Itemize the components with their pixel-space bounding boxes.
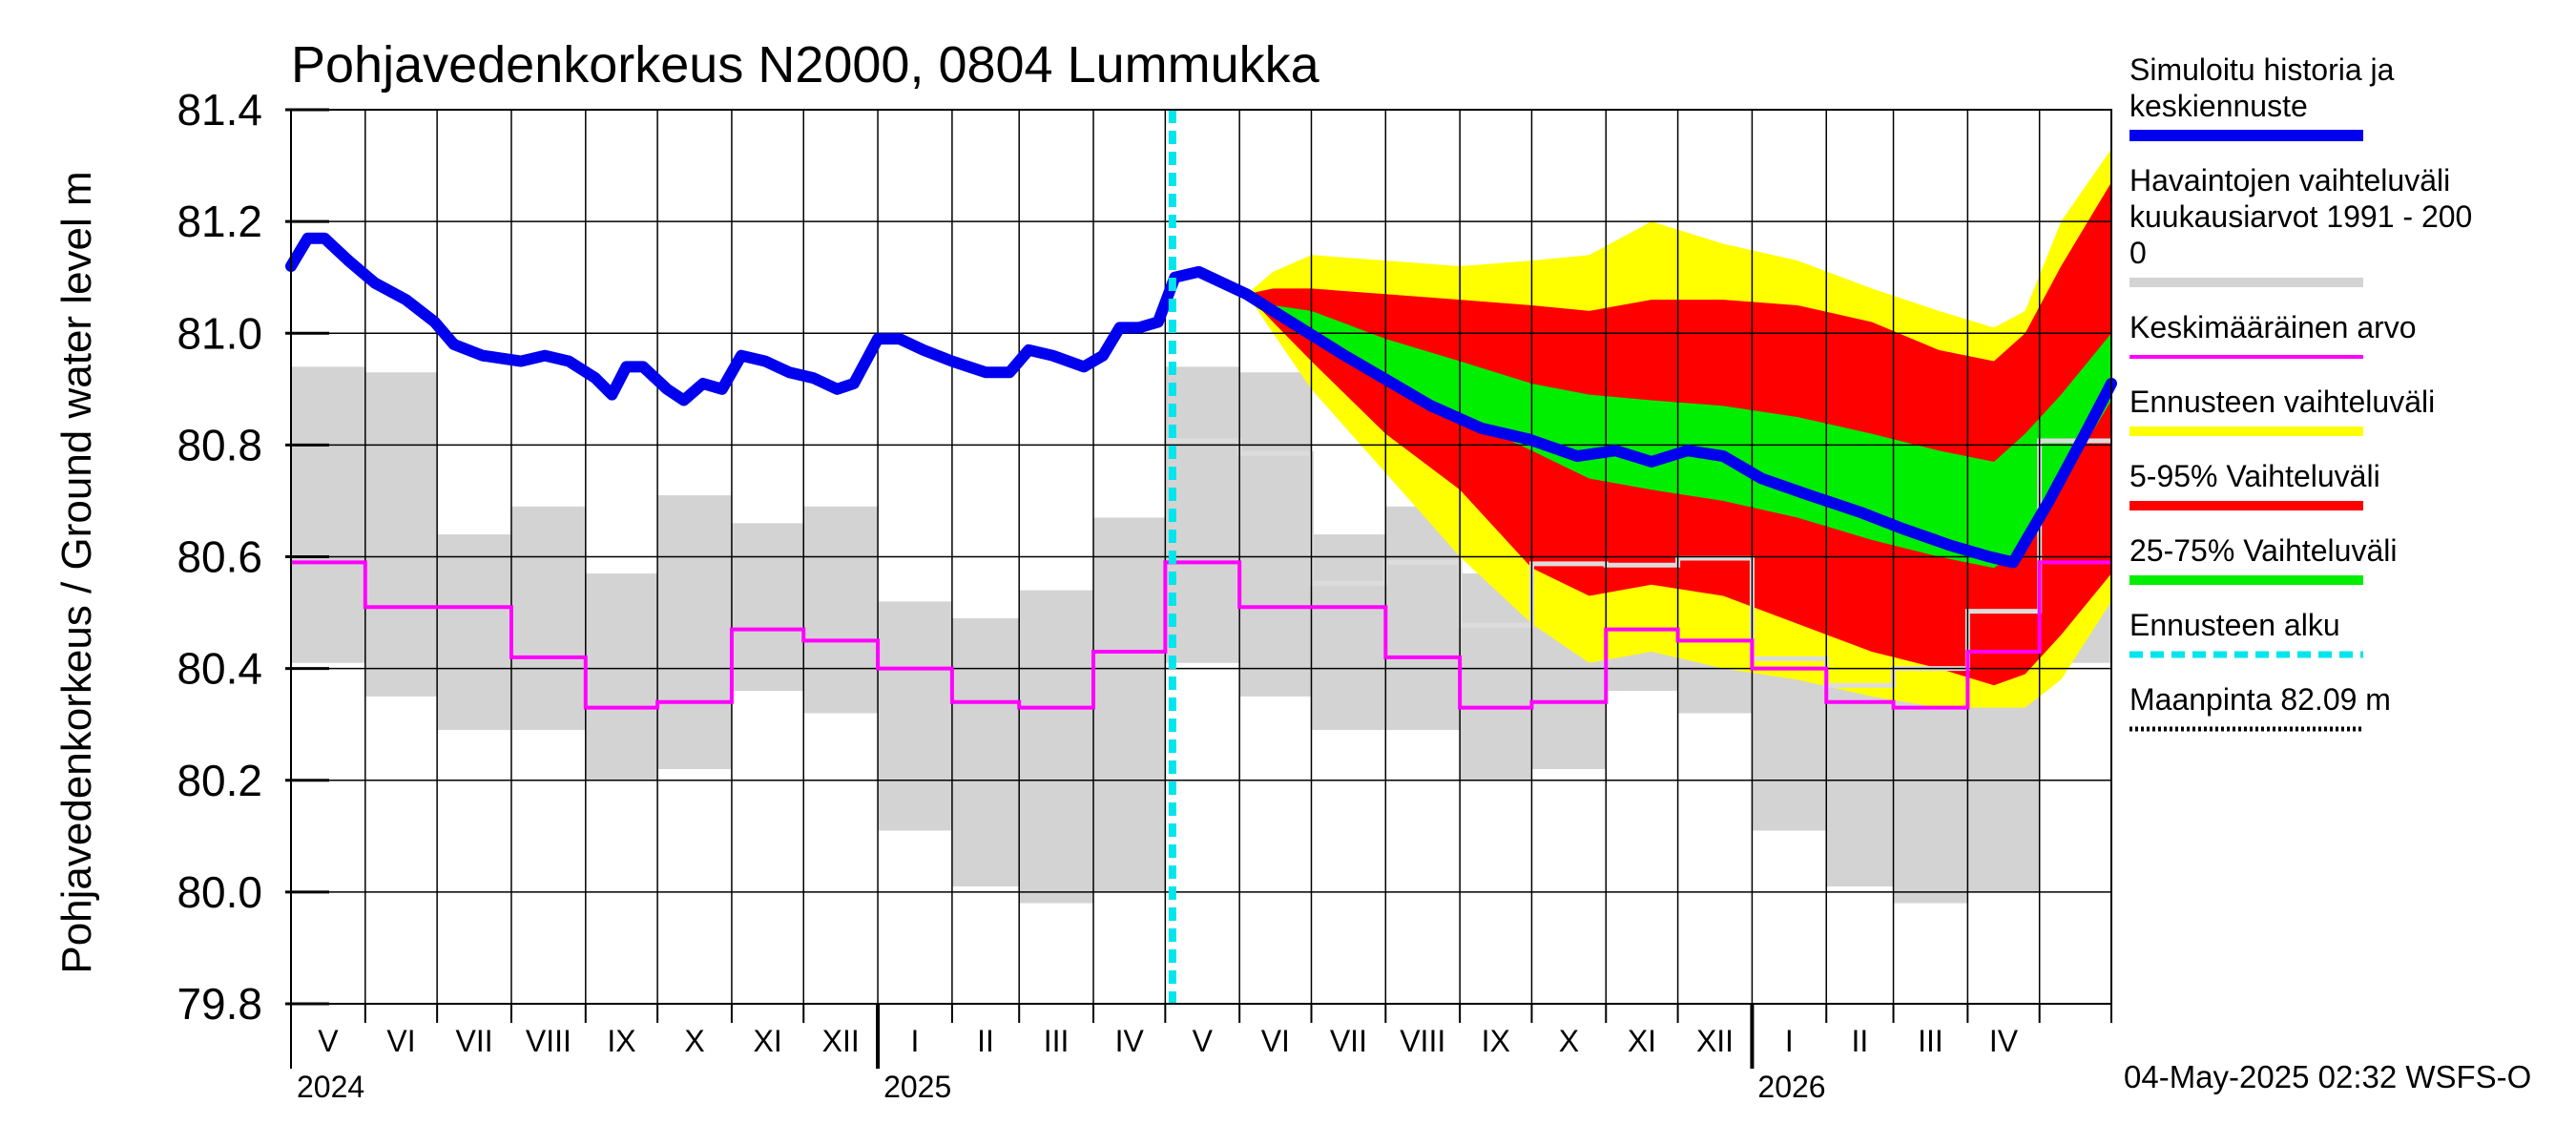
month-label: X	[684, 1024, 704, 1058]
y-tick-label: 80.4	[177, 644, 262, 694]
month-label: VI	[386, 1024, 415, 1058]
observed-range-band	[585, 573, 658, 781]
y-tick-label: 79.8	[177, 979, 262, 1029]
forecast-bands	[1165, 148, 2111, 708]
legend-label: kuukausiarvot 1991 - 200	[2129, 199, 2472, 234]
month-label: VII	[455, 1024, 492, 1058]
observed-range-band	[1093, 517, 1166, 892]
legend-label: Simuloitu historia ja	[2129, 52, 2395, 87]
observed-range-band	[437, 534, 511, 731]
observed-range-band	[364, 372, 438, 697]
history-forecast-line	[285, 232, 2117, 569]
legend-label: keskiennuste	[2129, 89, 2308, 123]
month-label: XII	[1696, 1024, 1734, 1058]
mean-line-group	[291, 560, 2111, 710]
observed-range-band	[1385, 506, 1461, 731]
observed-range-band	[657, 495, 732, 770]
month-label: XII	[822, 1024, 860, 1058]
month-label: IX	[607, 1024, 635, 1058]
observed-range-band	[1311, 534, 1386, 731]
legend-label: 25-75% Vaihteluväli	[2129, 533, 2397, 568]
x-axis-labels: V VI VII VIII IX X XI XII I II III IV V VI VII VIII IX X X…	[297, 1024, 2019, 1104]
y-tick-label: 81.4	[177, 85, 262, 135]
month-label: V	[318, 1024, 339, 1058]
month-label: XI	[753, 1024, 781, 1058]
legend-label: Havaintojen vaihteluväli	[2129, 163, 2450, 198]
history-line-group	[285, 110, 2117, 1004]
month-label: IX	[1482, 1024, 1510, 1058]
year-label: 2025	[883, 1070, 951, 1104]
y-tick-label: 81.0	[177, 308, 262, 358]
legend-label: Maanpinta 82.09 m	[2129, 682, 2391, 717]
month-label: V	[1193, 1024, 1214, 1058]
y-tick-label: 80.2	[177, 756, 262, 805]
month-label: II	[1852, 1024, 1869, 1058]
footer-timestamp: 04-May-2025 02:32 WSFS-O	[2124, 1059, 2531, 1094]
month-label: VIII	[526, 1024, 571, 1058]
observed-range-band	[731, 523, 804, 692]
month-label: IV	[1989, 1024, 2019, 1058]
range-25-75-band	[1246, 294, 2111, 569]
observed-range-band	[803, 506, 879, 714]
observed-range-band	[1239, 372, 1312, 697]
year-label: 2026	[1757, 1070, 1825, 1104]
month-label: VII	[1330, 1024, 1367, 1058]
month-label: XI	[1628, 1024, 1656, 1058]
month-label: I	[1785, 1024, 1794, 1058]
mean-line	[291, 560, 2111, 710]
chart-title: Pohjavedenkorkeus N2000, 0804 Lummukka	[291, 36, 1320, 94]
observed-range-band	[878, 601, 952, 831]
month-label: III	[1918, 1024, 1943, 1058]
month-label: I	[911, 1024, 920, 1058]
month-label: X	[1559, 1024, 1579, 1058]
y-tick-label: 81.2	[177, 197, 262, 246]
observed-range-band	[510, 506, 586, 731]
month-label: IV	[1115, 1024, 1145, 1058]
month-label: VIII	[1400, 1024, 1445, 1058]
legend-label: Ennusteen vaihteluväli	[2129, 385, 2435, 419]
legend-label: 5-95% Vaihteluväli	[2129, 459, 2380, 493]
year-label: 2024	[297, 1070, 364, 1104]
y-tick-label: 80.6	[177, 532, 262, 582]
month-label: II	[977, 1024, 994, 1058]
y-axis-title: Pohjavedenkorkeus / Ground water level m	[53, 171, 100, 973]
y-axis-labels: 81.4 81.2 81.0 80.8 80.6 80.4 80.2 80.0 79.8	[177, 85, 262, 1029]
observed-range-band	[1019, 590, 1094, 904]
month-label: III	[1044, 1024, 1070, 1058]
legend-label: 0	[2129, 236, 2147, 270]
observed-range-band	[951, 617, 1020, 887]
legend-label: Keskimääräinen arvo	[2129, 310, 2417, 344]
observed-range-band	[291, 366, 365, 663]
observed-range-band	[1165, 366, 1240, 663]
axes	[285, 108, 2112, 1069]
y-tick-label: 80.0	[177, 867, 262, 917]
y-tick-label: 80.8	[177, 420, 262, 469]
legend-label: Ennusteen alku	[2129, 608, 2340, 642]
month-label: VI	[1261, 1024, 1290, 1058]
